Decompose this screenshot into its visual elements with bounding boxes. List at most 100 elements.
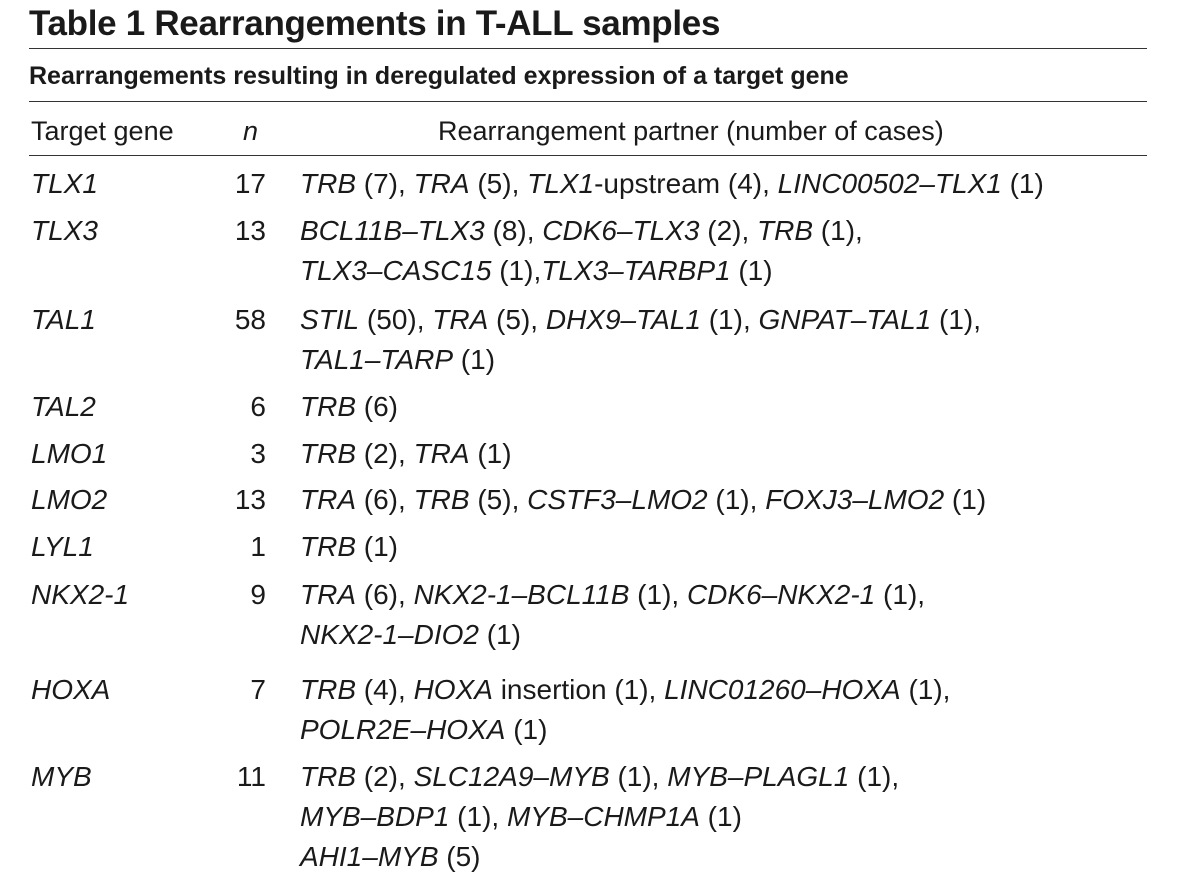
gene-name-text: TRA	[432, 304, 489, 335]
gene-name-text: LINC00502–TLX1	[777, 168, 1002, 199]
case-count-cell: 1	[250, 531, 266, 562]
gene-name-text: SLC12A9–MYB	[413, 761, 610, 792]
title-divider	[29, 48, 1147, 49]
rearrangement-partner-cell: TRB (6)	[300, 387, 398, 427]
target-gene-cell: TLX3	[31, 215, 98, 246]
partner-line: TRB (6)	[300, 387, 398, 427]
case-count-text: (1),	[449, 801, 507, 832]
case-count-text: (1)	[505, 714, 548, 745]
gene-name-text: NKX2-1–BCL11B	[413, 579, 630, 610]
case-count-text: (7),	[356, 168, 414, 199]
case-count-text: (1)	[944, 484, 987, 515]
case-count-cell: 11	[236, 761, 266, 792]
partner-line: TAL1–TARP (1)	[300, 340, 981, 380]
gene-name-text: MYB–PLAGL1	[667, 761, 850, 792]
gene-name-text: TRB	[300, 761, 356, 792]
case-count-text: (1),	[931, 304, 982, 335]
column-header-partner: Rearrangement partner (number of cases)	[438, 116, 944, 146]
partner-line: TRB (1)	[300, 527, 398, 567]
partner-line: AHI1–MYB (5)	[300, 837, 899, 877]
rearrangement-partner-cell: BCL11B–TLX3 (8), CDK6–TLX3 (2), TRB (1),…	[300, 211, 863, 291]
case-count-text: (5)	[438, 841, 481, 872]
rearrangement-partner-cell: TRB (2), TRA (1)	[300, 434, 512, 474]
case-count-text: -upstream (4),	[594, 168, 778, 199]
gene-name-text: STIL	[300, 304, 360, 335]
gene-name-text: TRB	[757, 215, 814, 246]
case-count-text: (1),	[609, 761, 668, 792]
case-count-cell: 58	[234, 304, 266, 335]
case-count-text: insertion (1),	[492, 674, 665, 705]
gene-name-text: TRB	[413, 484, 470, 515]
rearrangement-partner-cell: TRA (6), NKX2-1–BCL11B (1), CDK6–NKX2-1 …	[300, 575, 925, 655]
case-count-text: (5),	[469, 168, 528, 199]
case-count-cell: 7	[250, 674, 266, 705]
gene-name-text: CDK6–NKX2-1	[686, 579, 876, 610]
gene-name-text: TRB	[300, 438, 356, 469]
partner-line: TRB (2), TRA (1)	[300, 434, 512, 474]
gene-name-text: CDK6–TLX3	[542, 215, 700, 246]
case-count-text: (1)	[1001, 168, 1044, 199]
gene-name-text: TRB	[300, 168, 356, 199]
target-gene-cell: TLX1	[31, 168, 98, 199]
gene-name-text: GNPAT–TAL1	[758, 304, 932, 335]
gene-name-text: NKX2-1–DIO2	[300, 619, 479, 650]
gene-name-text: TLX3–CASC15	[300, 255, 492, 286]
gene-name-text: TRA	[413, 438, 470, 469]
header-divider	[29, 155, 1147, 156]
partner-line: TRB (7), TRA (5), TLX1-upstream (4), LIN…	[300, 164, 1044, 204]
target-gene-cell: TAL1	[31, 304, 96, 335]
gene-name-text: HOXA	[413, 674, 493, 705]
partner-line: BCL11B–TLX3 (8), CDK6–TLX3 (2), TRB (1),	[300, 211, 863, 251]
case-count-text: (2),	[356, 761, 414, 792]
column-header-target-gene: Target gene	[31, 116, 174, 146]
gene-name-text: TRA	[300, 484, 356, 515]
rearrangement-partner-cell: STIL (50), TRA (5), DHX9–TAL1 (1), GNPAT…	[300, 300, 981, 380]
partner-line: POLR2E–HOXA (1)	[300, 710, 950, 750]
partner-line: TRA (6), TRB (5), CSTF3–LMO2 (1), FOXJ3–…	[300, 480, 986, 520]
partner-line: TRB (4), HOXA insertion (1), LINC01260–H…	[300, 670, 950, 710]
case-count-text: (5),	[469, 484, 528, 515]
case-count-text: (1),	[491, 255, 542, 286]
case-count-text: (1),	[813, 215, 863, 246]
gene-name-text: TRB	[300, 531, 356, 562]
case-count-text: (1),	[875, 579, 926, 610]
case-count-text: (8),	[484, 215, 543, 246]
case-count-cell: 3	[250, 438, 266, 469]
rearrangement-partner-cell: TRB (7), TRA (5), TLX1-upstream (4), LIN…	[300, 164, 1044, 204]
case-count-text: (5),	[488, 304, 546, 335]
case-count-text: (1)	[356, 531, 398, 562]
target-gene-cell: LMO2	[31, 484, 108, 515]
partner-line: TRA (6), NKX2-1–BCL11B (1), CDK6–NKX2-1 …	[300, 575, 925, 615]
gene-name-text: TLX3–TARBP1	[541, 255, 731, 286]
partner-line: TLX3–CASC15 (1),TLX3–TARBP1 (1)	[300, 251, 863, 291]
target-gene-cell: HOXA	[31, 674, 111, 705]
gene-name-text: FOXJ3–LMO2	[765, 484, 945, 515]
rearrangement-partner-cell: TRB (4), HOXA insertion (1), LINC01260–H…	[300, 670, 950, 750]
partner-line: STIL (50), TRA (5), DHX9–TAL1 (1), GNPAT…	[300, 300, 981, 340]
case-count-text: (1),	[629, 579, 687, 610]
table-title: Table 1 Rearrangements in T-ALL samples	[29, 4, 721, 43]
rearrangement-partner-cell: TRA (6), TRB (5), CSTF3–LMO2 (1), FOXJ3–…	[300, 480, 986, 520]
gene-name-text: TLX1	[527, 168, 595, 199]
case-count-text: (1)	[469, 438, 512, 469]
case-count-text: (1)	[699, 801, 742, 832]
case-count-cell: 13	[234, 484, 266, 515]
case-count-text: (50),	[359, 304, 433, 335]
gene-name-text: LINC01260–HOXA	[664, 674, 901, 705]
case-count-cell: 6	[250, 391, 266, 422]
case-count-text: (1),	[900, 674, 951, 705]
target-gene-cell: NKX2-1	[31, 579, 130, 610]
gene-name-text: TRB	[300, 674, 356, 705]
gene-name-text: MYB–BDP1	[300, 801, 450, 832]
partner-line: MYB–BDP1 (1), MYB–CHMP1A (1)	[300, 797, 899, 837]
target-gene-cell: LYL1	[31, 531, 94, 562]
case-count-cell: 17	[234, 168, 266, 199]
gene-name-text: CSTF3–LMO2	[527, 484, 708, 515]
gene-name-text: TAL1–TARP	[300, 344, 454, 375]
column-header-n: n	[243, 116, 259, 146]
gene-name-text: TRA	[300, 579, 356, 610]
rearrangement-partner-cell: TRB (2), SLC12A9–MYB (1), MYB–PLAGL1 (1)…	[300, 757, 899, 877]
gene-name-text: POLR2E–HOXA	[300, 714, 506, 745]
partner-line: NKX2-1–DIO2 (1)	[300, 615, 925, 655]
section-divider	[29, 101, 1147, 102]
